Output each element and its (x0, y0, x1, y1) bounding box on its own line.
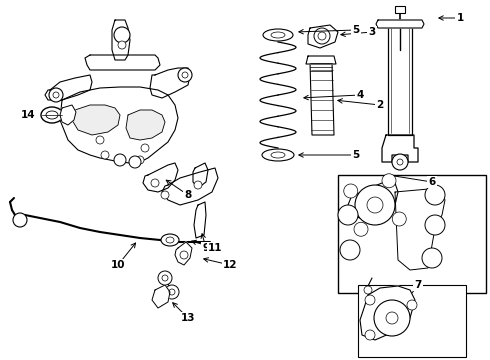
Circle shape (354, 222, 368, 236)
Circle shape (382, 174, 396, 188)
Circle shape (425, 215, 445, 235)
Polygon shape (60, 87, 178, 163)
Polygon shape (382, 135, 418, 162)
Circle shape (53, 92, 59, 98)
Text: 6: 6 (428, 177, 436, 187)
Circle shape (374, 300, 410, 336)
Circle shape (165, 285, 179, 299)
Ellipse shape (46, 111, 58, 119)
Circle shape (169, 289, 175, 295)
Ellipse shape (263, 29, 293, 41)
Circle shape (136, 156, 144, 164)
Circle shape (118, 41, 126, 49)
Bar (338, 175, 486, 293)
Polygon shape (193, 163, 208, 188)
Ellipse shape (262, 149, 294, 161)
Circle shape (318, 32, 326, 40)
Text: 11: 11 (208, 243, 222, 253)
Polygon shape (376, 20, 424, 28)
Ellipse shape (41, 107, 63, 123)
Circle shape (114, 154, 126, 166)
Circle shape (182, 72, 188, 78)
Polygon shape (72, 105, 120, 135)
Polygon shape (348, 183, 398, 220)
Text: 2: 2 (376, 100, 384, 110)
Ellipse shape (271, 152, 285, 158)
Polygon shape (388, 22, 412, 135)
Circle shape (397, 159, 403, 165)
Bar (358, 285, 466, 357)
Polygon shape (152, 285, 170, 308)
Ellipse shape (271, 32, 285, 38)
Text: 14: 14 (21, 110, 35, 120)
Polygon shape (194, 202, 206, 238)
Circle shape (101, 151, 109, 159)
Text: 13: 13 (181, 313, 195, 323)
Circle shape (114, 27, 130, 43)
Circle shape (96, 136, 104, 144)
Polygon shape (306, 56, 336, 64)
Circle shape (365, 295, 375, 305)
Polygon shape (60, 105, 76, 125)
Polygon shape (308, 25, 338, 48)
Ellipse shape (161, 234, 179, 246)
Circle shape (13, 213, 27, 227)
Circle shape (367, 197, 383, 213)
Polygon shape (175, 242, 192, 265)
Polygon shape (162, 168, 218, 205)
Circle shape (425, 185, 445, 205)
Circle shape (365, 330, 375, 340)
Circle shape (178, 68, 192, 82)
Polygon shape (126, 110, 165, 140)
Text: 4: 4 (356, 90, 364, 100)
Circle shape (386, 312, 398, 324)
Polygon shape (150, 68, 190, 98)
Polygon shape (360, 286, 415, 340)
Circle shape (141, 144, 149, 152)
Circle shape (364, 286, 372, 294)
Circle shape (392, 212, 406, 226)
Text: 3: 3 (368, 27, 376, 37)
Circle shape (338, 205, 358, 225)
Circle shape (180, 251, 188, 259)
Circle shape (344, 184, 358, 198)
Text: 8: 8 (184, 190, 192, 200)
Text: 5: 5 (352, 150, 360, 160)
Circle shape (340, 240, 360, 260)
Polygon shape (143, 163, 178, 192)
Circle shape (407, 300, 417, 310)
Polygon shape (112, 20, 130, 60)
Polygon shape (45, 75, 92, 100)
Text: 10: 10 (111, 260, 125, 270)
Circle shape (49, 88, 63, 102)
Text: 1: 1 (456, 13, 464, 23)
Circle shape (392, 154, 408, 170)
Text: 12: 12 (223, 260, 237, 270)
Circle shape (158, 271, 172, 285)
Text: 9: 9 (202, 243, 210, 253)
Text: 7: 7 (415, 280, 422, 290)
Text: 5: 5 (352, 25, 360, 35)
Circle shape (314, 28, 330, 44)
Circle shape (194, 181, 202, 189)
Polygon shape (85, 55, 160, 70)
Polygon shape (310, 62, 334, 135)
Circle shape (151, 179, 159, 187)
Bar (395, 6, 405, 13)
Ellipse shape (166, 237, 174, 243)
Circle shape (355, 185, 395, 225)
Circle shape (161, 191, 169, 199)
Circle shape (422, 248, 442, 268)
Circle shape (162, 275, 168, 281)
Circle shape (129, 156, 141, 168)
Polygon shape (395, 188, 445, 270)
